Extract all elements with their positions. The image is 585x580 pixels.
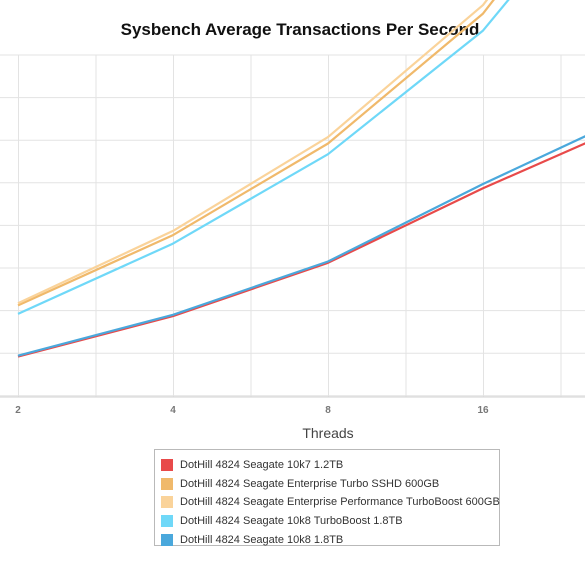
series-line	[17, 0, 510, 315]
legend-swatch	[161, 496, 173, 509]
x-tick-label: 2	[15, 405, 21, 416]
legend-label: DotHill 4824 Seagate Enterprise Performa…	[180, 496, 500, 509]
legend-swatch	[161, 459, 173, 472]
legend-item[interactable]: DotHill 4824 Seagate 10k8 TurboBoost 1.8…	[161, 512, 499, 531]
legend-label: DotHill 4824 Seagate 10k8 TurboBoost 1.8…	[180, 515, 403, 528]
legend-swatch	[161, 515, 173, 528]
x-axis-label: Threads	[302, 425, 353, 441]
series-line	[17, 0, 489, 305]
chart-title: Sysbench Average Transactions Per Second	[121, 20, 480, 39]
legend: DotHill 4824 Seagate 10k7 1.2TB DotHill 4…	[154, 449, 500, 546]
legend-label: DotHill 4824 Seagate Enterprise Turbo SS…	[180, 477, 440, 490]
series-line	[17, 142, 585, 358]
legend-item[interactable]: DotHill 4824 Seagate Enterprise Turbo SS…	[161, 475, 499, 494]
series-line	[17, 0, 495, 307]
x-tick-label: 4	[170, 405, 176, 416]
legend-item[interactable]: DotHill 4824 Seagate 10k7 1.2TB	[161, 456, 499, 475]
legend-swatch	[161, 533, 173, 546]
x-tick-label: 16	[477, 405, 489, 416]
legend-item[interactable]: DotHill 4824 Seagate Enterprise Performa…	[161, 493, 500, 512]
legend-label: DotHill 4824 Seagate 10k7 1.2TB	[180, 459, 344, 472]
x-tick-label: 8	[325, 405, 331, 416]
legend-swatch	[161, 477, 173, 490]
legend-item[interactable]: DotHill 4824 Seagate 10k8 1.8TB	[161, 530, 499, 549]
legend-label: DotHill 4824 Seagate 10k8 1.8TB	[180, 533, 344, 546]
series-line	[17, 135, 585, 357]
